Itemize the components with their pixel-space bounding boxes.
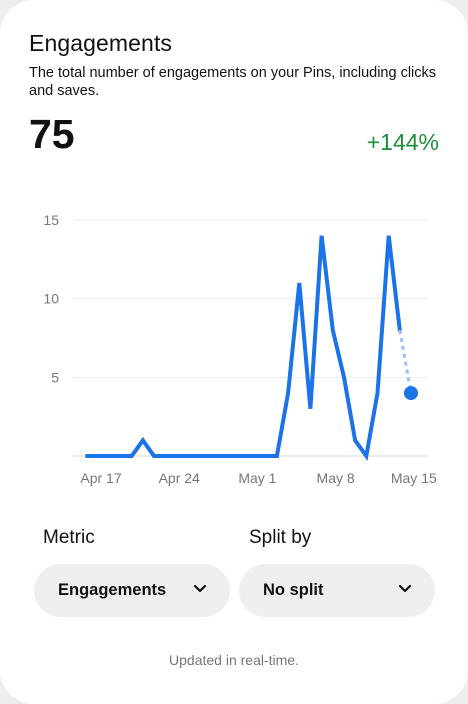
series-line — [85, 235, 402, 462]
metric-dropdown-value: Engagements — [58, 581, 167, 599]
y-axis-labels: 15 10 5 — [43, 212, 59, 385]
split-by-dropdown-value: No split — [263, 581, 324, 599]
chevron-down-icon — [398, 584, 412, 593]
provisional-segment — [398, 329, 413, 394]
y-tick-label: 5 — [51, 369, 59, 385]
y-tick-label: 10 — [43, 291, 59, 307]
y-tick-label: 15 — [43, 212, 59, 228]
card-title: Engagements — [29, 30, 173, 56]
card-subtitle: The total number of engagements on your … — [29, 65, 437, 99]
metric-label: Metric — [43, 527, 95, 548]
chevron-down-icon — [193, 584, 207, 593]
update-status: Updated in real-time. — [169, 652, 299, 668]
metric-dropdown[interactable]: Engagements — [34, 564, 230, 617]
x-tick-label: May 15 — [391, 470, 437, 486]
split-by-label: Split by — [249, 527, 312, 548]
x-tick-label: Apr 24 — [159, 470, 200, 486]
split-by-dropdown[interactable]: No split — [239, 564, 435, 617]
chart-series — [85, 235, 418, 462]
total-value: 75 — [29, 111, 75, 157]
engagements-line-chart: 15 10 5 Apr 17 Apr 24 May 1 May 8 May 15 — [43, 212, 437, 486]
x-axis-labels: Apr 17 Apr 24 May 1 May 8 May 15 — [80, 470, 437, 486]
change-percentage: +144% — [366, 129, 439, 155]
x-tick-label: May 8 — [317, 470, 355, 486]
x-tick-label: May 1 — [238, 470, 276, 486]
chart-grid — [73, 219, 428, 457]
x-tick-label: Apr 17 — [80, 470, 121, 486]
latest-point-marker[interactable] — [404, 386, 418, 401]
